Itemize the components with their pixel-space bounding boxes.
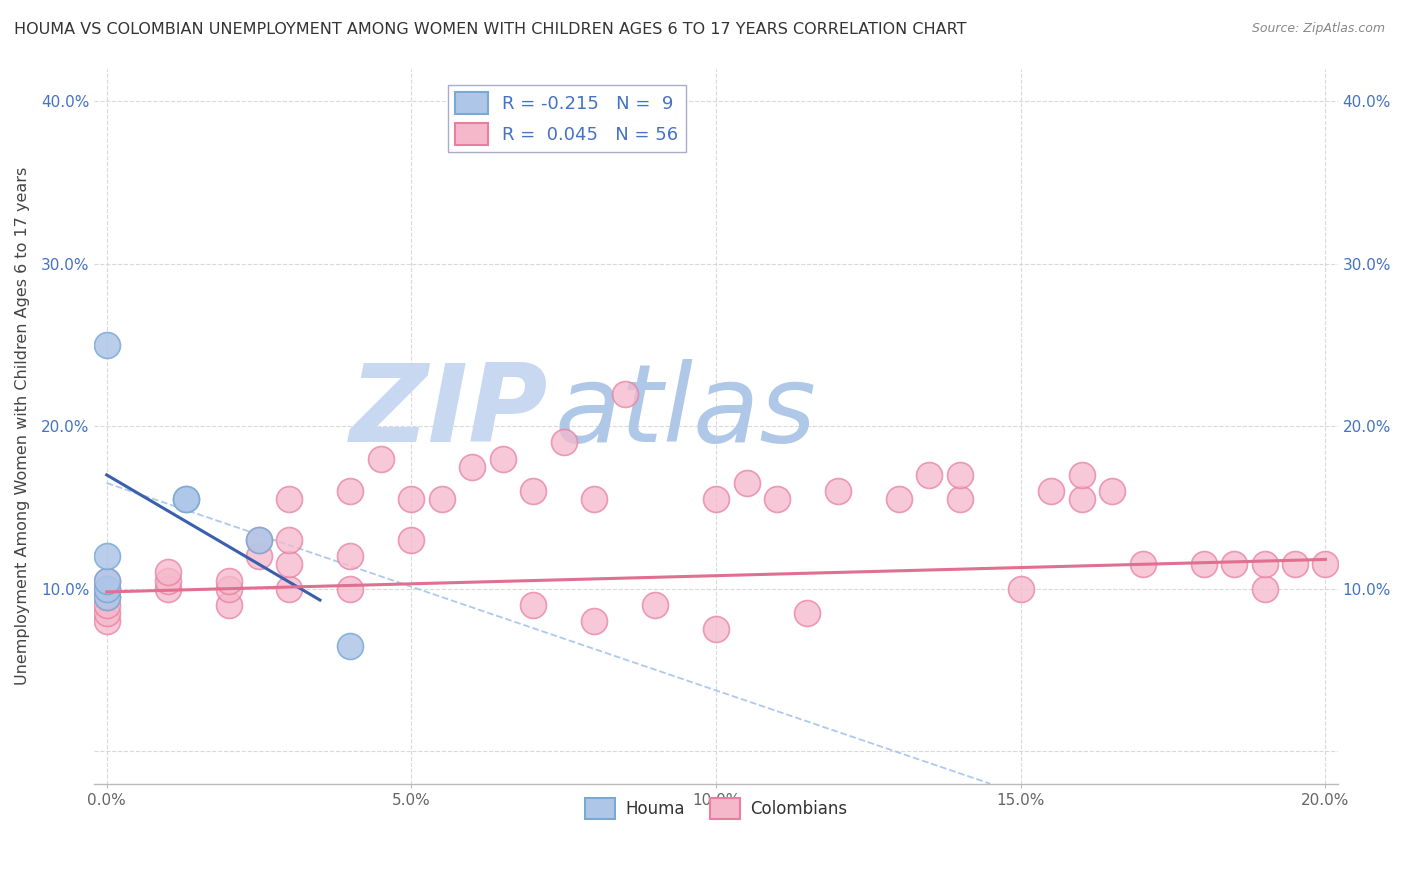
Point <box>96 574 118 588</box>
Point <box>96 590 118 604</box>
Point <box>156 582 179 596</box>
Point <box>96 574 118 588</box>
Point <box>96 582 118 596</box>
Point <box>247 533 270 547</box>
Point <box>1284 558 1306 572</box>
Point <box>218 582 240 596</box>
Y-axis label: Unemployment Among Women with Children Ages 6 to 17 years: Unemployment Among Women with Children A… <box>15 167 30 685</box>
Legend: Houma, Colombians: Houma, Colombians <box>579 792 853 825</box>
Point <box>174 492 197 507</box>
Point <box>339 639 361 653</box>
Point <box>1101 484 1123 499</box>
Point <box>278 533 301 547</box>
Point <box>96 598 118 612</box>
Point <box>583 492 606 507</box>
Point <box>1315 558 1337 572</box>
Point <box>1132 558 1154 572</box>
Point <box>796 606 818 620</box>
Point <box>156 566 179 580</box>
Text: ZIP: ZIP <box>350 359 548 465</box>
Point <box>461 459 484 474</box>
Point <box>339 484 361 499</box>
Point <box>918 467 941 482</box>
Point <box>96 614 118 628</box>
Point <box>156 574 179 588</box>
Point <box>644 598 666 612</box>
Point <box>174 492 197 507</box>
Text: atlas: atlas <box>554 359 817 465</box>
Point <box>949 492 972 507</box>
Point <box>96 582 118 596</box>
Point <box>1253 558 1275 572</box>
Point <box>492 451 515 466</box>
Point <box>583 614 606 628</box>
Point <box>96 338 118 352</box>
Point <box>522 598 544 612</box>
Point <box>430 492 453 507</box>
Point <box>1070 467 1092 482</box>
Point <box>553 435 575 450</box>
Point <box>1253 582 1275 596</box>
Point <box>96 606 118 620</box>
Point <box>522 484 544 499</box>
Point <box>247 533 270 547</box>
Point <box>218 598 240 612</box>
Point <box>827 484 849 499</box>
Point <box>1223 558 1246 572</box>
Text: HOUMA VS COLOMBIAN UNEMPLOYMENT AMONG WOMEN WITH CHILDREN AGES 6 TO 17 YEARS COR: HOUMA VS COLOMBIAN UNEMPLOYMENT AMONG WO… <box>14 22 966 37</box>
Point <box>339 549 361 564</box>
Point <box>278 558 301 572</box>
Point <box>218 574 240 588</box>
Point <box>401 492 423 507</box>
Point <box>1010 582 1032 596</box>
Point <box>766 492 789 507</box>
Point <box>278 492 301 507</box>
Point <box>278 582 301 596</box>
Point <box>1040 484 1063 499</box>
Point <box>704 492 727 507</box>
Point <box>735 476 758 491</box>
Point <box>949 467 972 482</box>
Point <box>1070 492 1092 507</box>
Point <box>96 590 118 604</box>
Point <box>887 492 910 507</box>
Point <box>247 549 270 564</box>
Point <box>339 582 361 596</box>
Point <box>401 533 423 547</box>
Point <box>370 451 392 466</box>
Point <box>1192 558 1215 572</box>
Point <box>96 549 118 564</box>
Text: Source: ZipAtlas.com: Source: ZipAtlas.com <box>1251 22 1385 36</box>
Point <box>704 623 727 637</box>
Point <box>613 386 636 401</box>
